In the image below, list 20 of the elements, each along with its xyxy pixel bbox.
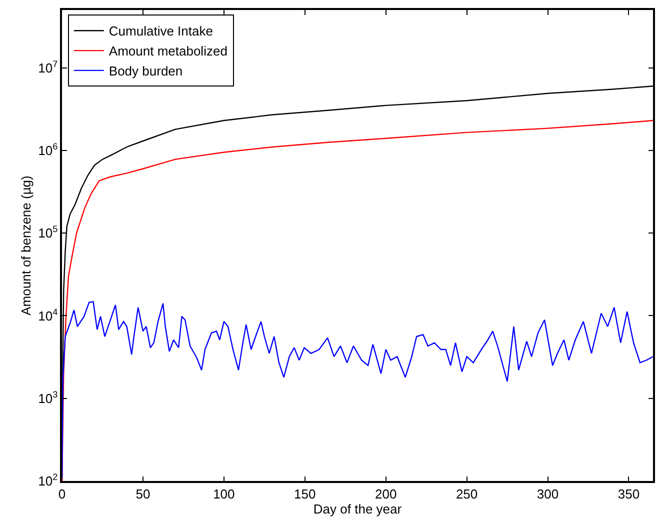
y-tick-label: 10$^{6}$ — [38, 142, 58, 158]
y-tick-label: 10$^{3}$ — [38, 389, 58, 406]
legend-label: Cumulative Intake — [108, 24, 213, 39]
y-tick-label: 10$^{4}$ — [38, 306, 58, 324]
y-tick-label: 10$^{5}$ — [38, 224, 58, 241]
x-tick-label: 350 — [618, 486, 640, 502]
y-tick-label: 10$^{7}$ — [38, 58, 58, 76]
legend-label: Body burden — [108, 64, 183, 79]
line-series — [62, 301, 653, 478]
x-tick-label: 250 — [456, 486, 478, 502]
x-tick-label: 200 — [374, 486, 397, 502]
legend-label: Amount metabolized — [108, 44, 228, 59]
x-axis-title: Day of the year — [313, 501, 402, 516]
x-tick-label: 150 — [294, 486, 316, 502]
x-tick-label: 100 — [213, 486, 235, 502]
x-tick-label: 0 — [58, 486, 66, 502]
y-tick-label: 10$^{2}$ — [38, 472, 58, 489]
x-tick-label: 50 — [136, 486, 150, 502]
x-tick-label: 300 — [536, 486, 559, 502]
y-axis-title: Amount of benzene (µg) — [18, 176, 34, 316]
